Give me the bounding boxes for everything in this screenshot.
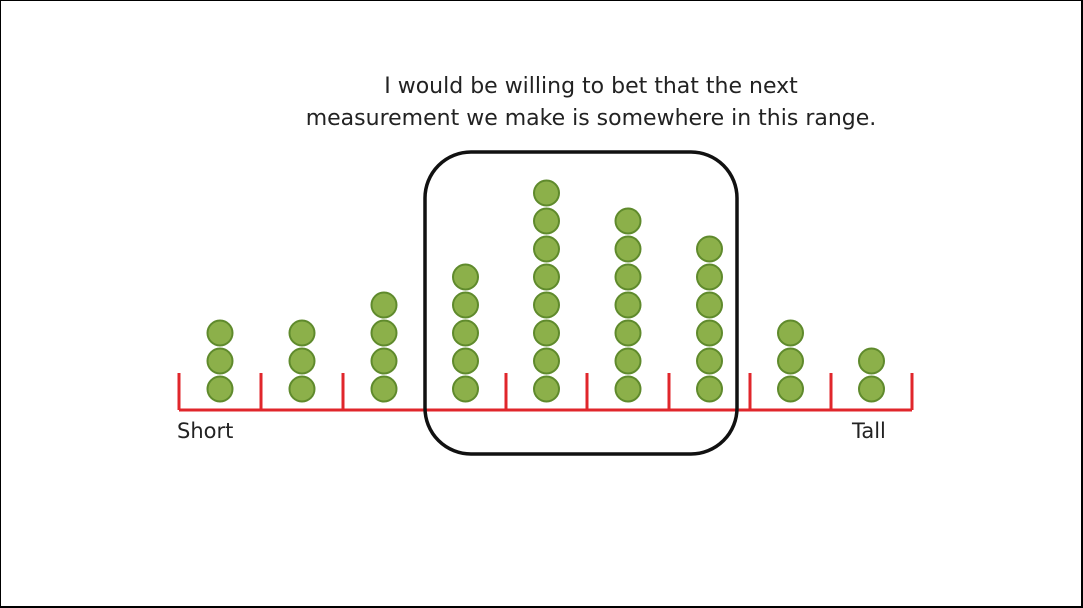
data-dot	[452, 347, 479, 375]
data-dot	[288, 347, 316, 375]
data-dot	[206, 375, 234, 403]
data-dot	[533, 263, 560, 291]
highlight-range-box	[423, 150, 739, 456]
dot-columns	[206, 179, 885, 403]
axis-label-short: Short	[177, 419, 234, 443]
dot-column	[777, 319, 804, 403]
dot-column	[288, 319, 316, 403]
caption: I would be willing to bet that the next …	[241, 71, 941, 135]
data-dot	[206, 347, 234, 375]
data-dot	[696, 235, 723, 263]
data-dot	[696, 347, 723, 375]
data-dot	[533, 179, 560, 207]
data-dot	[614, 263, 642, 291]
data-dot	[452, 291, 479, 319]
axis-label-tall: Tall	[852, 419, 886, 443]
data-dot	[288, 319, 316, 347]
data-dot	[614, 319, 642, 347]
data-dot	[614, 347, 642, 375]
data-dot	[614, 207, 642, 235]
data-dot	[206, 319, 234, 347]
data-dot	[696, 375, 723, 403]
dot-column	[696, 235, 723, 403]
data-dot	[614, 235, 642, 263]
caption-line-2: measurement we make is somewhere in this…	[305, 106, 877, 131]
dot-column	[858, 347, 885, 403]
data-dot	[696, 319, 723, 347]
data-dot	[533, 375, 560, 403]
data-dot	[370, 319, 398, 347]
data-dot	[370, 291, 398, 319]
dot-column	[614, 207, 642, 403]
data-dot	[452, 375, 479, 403]
data-dot	[777, 319, 804, 347]
data-dot	[777, 375, 804, 403]
caption-line-1: I would be willing to bet that the next	[384, 74, 798, 99]
data-dot	[533, 207, 560, 235]
data-dot	[533, 291, 560, 319]
dot-column	[533, 179, 560, 403]
data-dot	[696, 291, 723, 319]
data-dot	[452, 263, 479, 291]
data-dot	[614, 375, 642, 403]
data-dot	[858, 347, 885, 375]
data-dot	[696, 263, 723, 291]
data-dot	[370, 375, 398, 403]
dot-column	[206, 319, 234, 403]
data-dot	[370, 347, 398, 375]
data-dot	[533, 319, 560, 347]
data-dot	[288, 375, 316, 403]
dot-column	[452, 263, 479, 403]
data-dot	[533, 235, 560, 263]
dot-column	[370, 291, 398, 403]
data-dot	[533, 347, 560, 375]
data-dot	[777, 347, 804, 375]
data-dot	[614, 291, 642, 319]
data-dot	[452, 319, 479, 347]
data-dot	[858, 375, 885, 403]
